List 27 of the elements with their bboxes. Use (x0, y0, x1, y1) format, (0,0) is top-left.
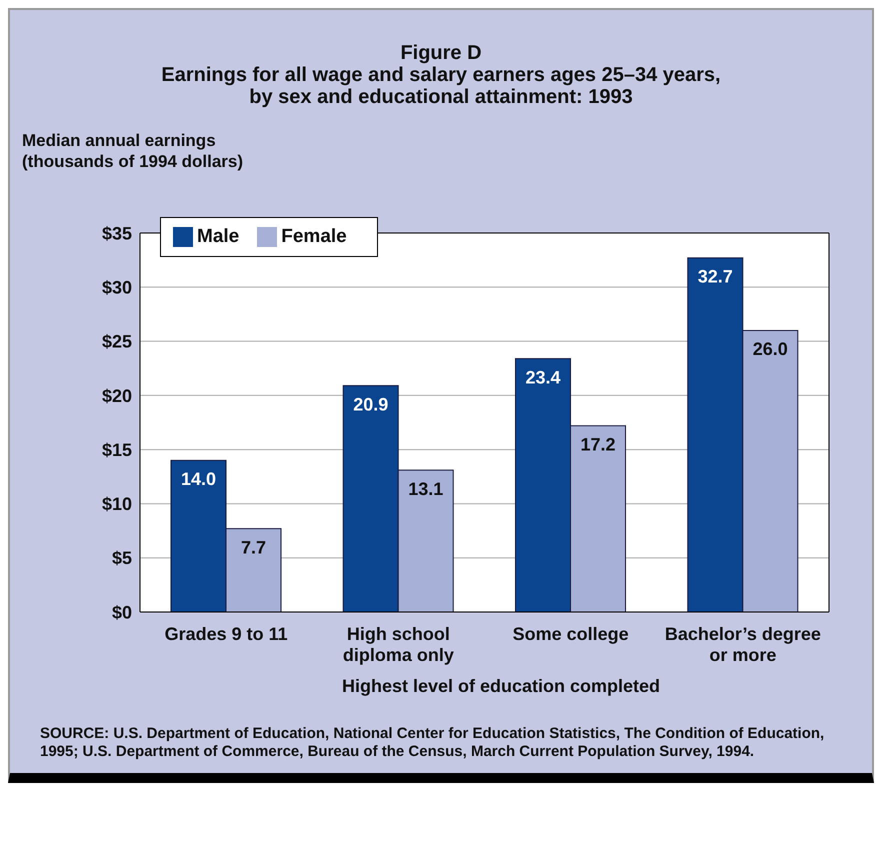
data-label: 7.7 (240, 537, 266, 558)
data-label: 17.2 (580, 434, 616, 455)
x-tick-label: Bachelor’s degree or more (664, 624, 821, 665)
data-label: 23.4 (525, 367, 561, 388)
x-tick-label: High school diploma only (342, 624, 454, 665)
x-axis-title: Highest level of education completed (340, 676, 662, 697)
y-axis-title: Median annual earnings (thousands of 1994 dollars) (22, 130, 244, 172)
data-label: 20.9 (353, 394, 388, 414)
chart-subtitle: Earnings for all wage and salary earners ages 25–34 years, by sex and educational attainment: 1993 (161, 64, 721, 108)
data-label: 26.0 (752, 339, 788, 360)
y-tick-label: $20 (102, 386, 132, 406)
y-tick-label: $30 (102, 278, 132, 298)
source-note: SOURCE: U.S. Department of Education, National Center for Education Statistics, The Condition of Education, 1995; U.S. Department of Commerce, Bureau of the Census, March Current Population Survey, 1994. (40, 725, 826, 761)
data-label: 14.0 (180, 469, 216, 490)
y-tick-label: $35 (102, 223, 132, 244)
y-tick-label: $5 (112, 548, 132, 568)
y-tick-label: $15 (102, 440, 132, 460)
data-label: 13.1 (408, 478, 444, 499)
legend-label: Female (281, 226, 347, 247)
x-tick-label: Some college (512, 624, 629, 644)
legend-label: Male (197, 226, 240, 247)
y-tick-label: $0 (112, 602, 132, 622)
data-label: 32.7 (698, 266, 733, 287)
y-tick-label: $10 (102, 494, 132, 514)
chart-title: Figure D (399, 42, 483, 64)
x-tick-label: Grades 9 to 11 (164, 624, 288, 644)
y-tick-label: $25 (102, 332, 132, 352)
